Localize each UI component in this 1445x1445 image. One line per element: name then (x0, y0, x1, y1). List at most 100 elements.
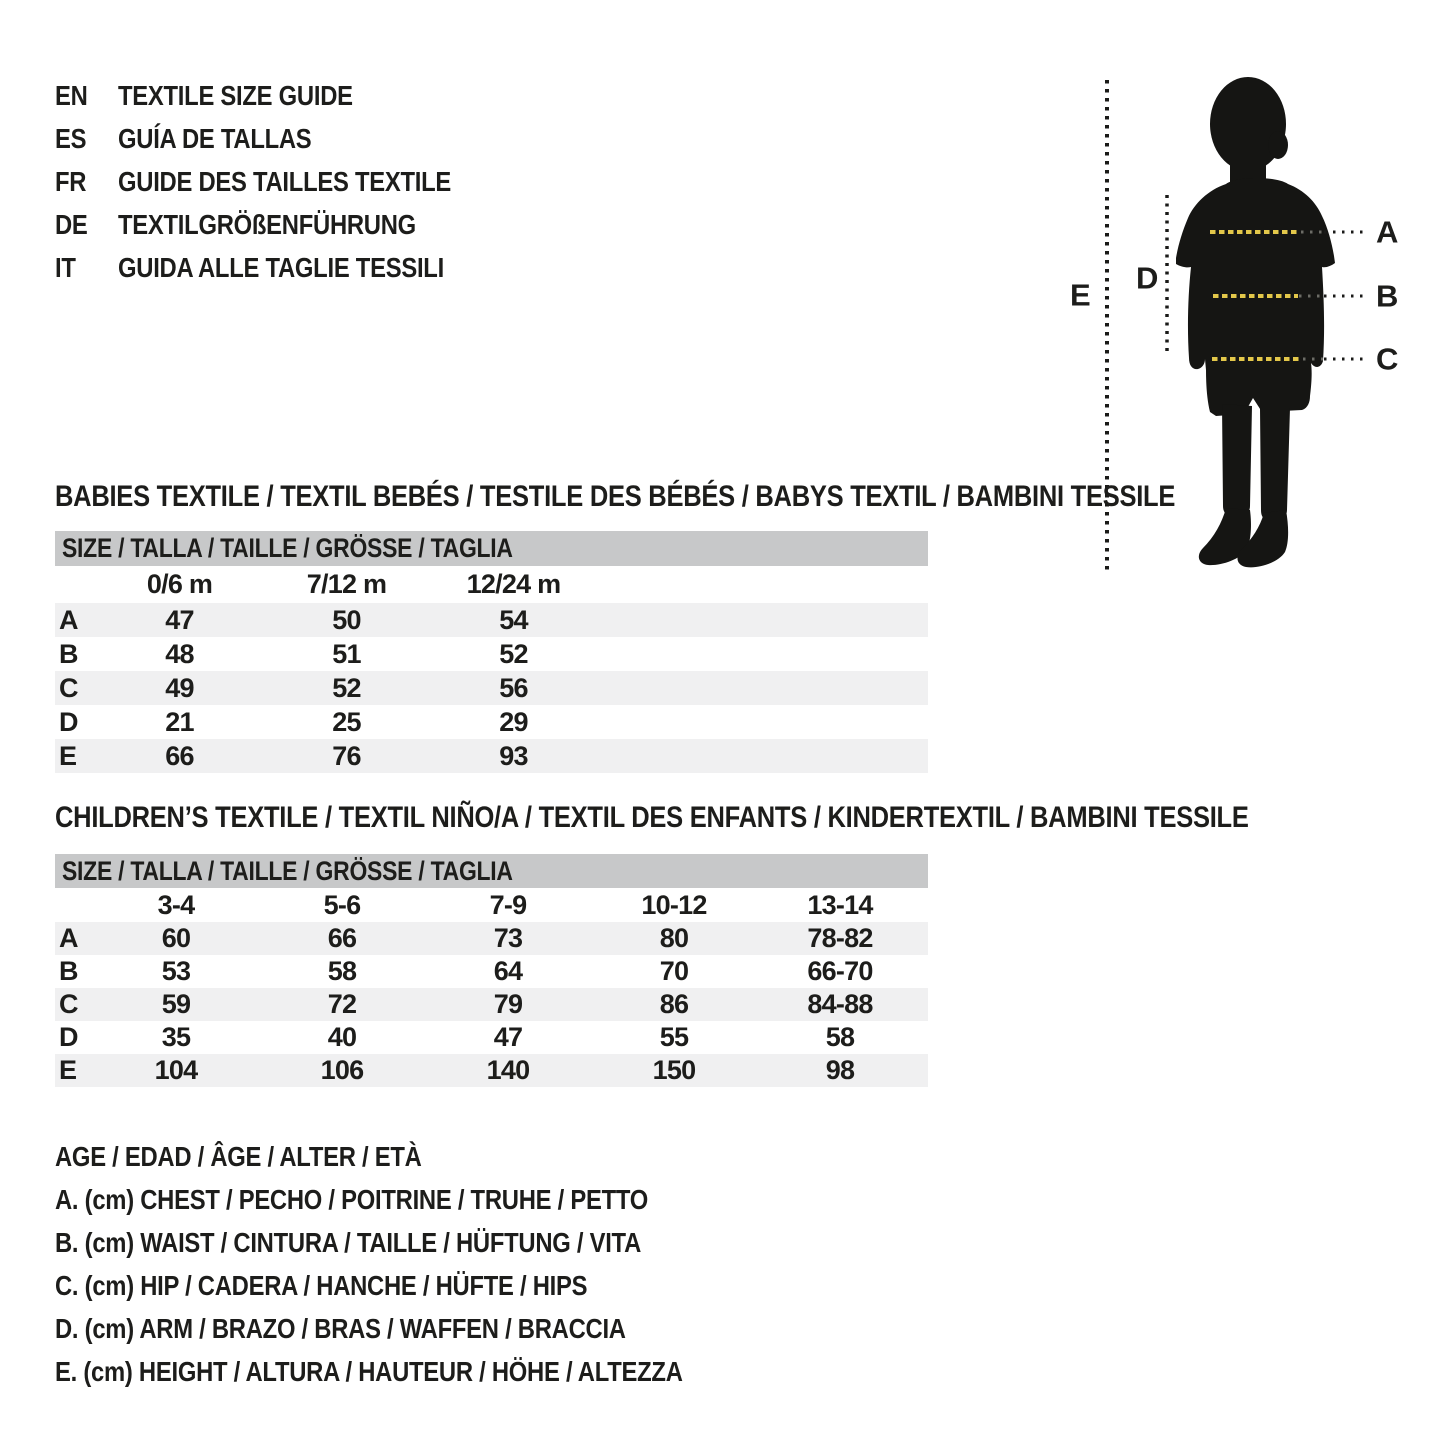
cell: 86 (659, 989, 689, 1019)
figure-label-b: B (1376, 279, 1398, 314)
cell: 54 (499, 604, 528, 635)
children-col-3-4: 3-4 (157, 889, 196, 920)
children-size-table: SIZE / TALLA / TAILLE / GRÖSSE / TAGLIA … (55, 854, 928, 1087)
legend-hip: C. (cm) HIP / CADERA / HANCHE / HÜFTE / … (55, 1271, 681, 1301)
babies-col-12-24m: 12/24 m (466, 569, 562, 599)
children-table-header-bar: SIZE / TALLA / TAILLE / GRÖSSE / TAGLIA (55, 854, 928, 888)
children-table-header-text: SIZE / TALLA / TAILLE / GRÖSSE / TAGLIA (62, 856, 513, 886)
cell: 58 (825, 1022, 855, 1052)
babies-row-a: A 47 50 54 (55, 603, 928, 637)
silhouette-right-shoe (1237, 510, 1289, 568)
row-label: A (59, 604, 79, 635)
silhouette-left-shoe (1198, 508, 1251, 566)
cell: 79 (493, 989, 523, 1019)
legend-waist-text: B. (cm) WAIST / CINTURA / TAILLE / HÜFTU… (55, 1227, 642, 1258)
legend-chest: A. (cm) CHEST / PECHO / POITRINE / TRUHE… (55, 1185, 753, 1215)
cell: 53 (161, 956, 191, 986)
silhouette-head (1210, 77, 1286, 171)
babies-section-title-text: BABIES TEXTILE / TEXTIL BEBÉS / TESTILE … (55, 480, 1176, 513)
cell: 106 (320, 1055, 365, 1085)
row-label: B (59, 956, 79, 986)
cell: 52 (332, 672, 361, 703)
children-col-7-9: 7-9 (489, 889, 528, 920)
cell: 55 (659, 1022, 689, 1052)
legend-arm: D. (cm) ARM / BRAZO / BRAS / WAFFEN / BR… (55, 1314, 726, 1344)
cell: 40 (327, 1022, 357, 1052)
cell: 50 (332, 604, 361, 635)
cell: 72 (327, 989, 357, 1019)
cell: 150 (652, 1055, 697, 1085)
figure-label-a: A (1376, 215, 1398, 250)
figure-label-c: C (1376, 342, 1398, 377)
babies-column-header-row: 0/6 m 7/12 m 12/24 m (55, 566, 928, 603)
cell: 48 (165, 638, 194, 669)
lang-title-en: TEXTILE SIZE GUIDE (118, 80, 353, 111)
babies-table-header-text: SIZE / TALLA / TAILLE / GRÖSSE / TAGLIA (62, 533, 513, 563)
cell: 56 (499, 672, 528, 703)
cell: 47 (493, 1022, 523, 1052)
cell: 104 (154, 1055, 199, 1085)
children-col-5-6: 5-6 (323, 889, 362, 920)
lang-code-fr: FR (55, 166, 87, 197)
legend-age-text: AGE / EDAD / ÂGE / ALTER / ETÀ (55, 1141, 422, 1172)
cell: 70 (659, 956, 689, 986)
cell: 47 (165, 604, 194, 635)
child-silhouette (1176, 77, 1335, 568)
children-row-c: C 59 72 79 86 84-88 (55, 988, 928, 1021)
babies-size-table: SIZE / TALLA / TAILLE / GRÖSSE / TAGLIA … (55, 531, 928, 773)
cell: 80 (659, 923, 689, 953)
children-row-a: A 60 66 73 80 78-82 (55, 922, 928, 955)
children-section-title-text: CHILDREN’S TEXTILE / TEXTIL NIÑO/A / TEX… (55, 801, 1249, 834)
row-label: A (59, 923, 79, 953)
silhouette-left-leg (1222, 404, 1252, 516)
lang-code-de: DE (55, 209, 88, 240)
legend-waist: B. (cm) WAIST / CINTURA / TAILLE / HÜFTU… (55, 1228, 744, 1258)
babies-row-d: D 21 25 29 (55, 705, 928, 739)
cell: 78-82 (807, 923, 873, 953)
babies-row-c: C 49 52 56 (55, 671, 928, 705)
figure-label-e: E (1070, 278, 1091, 313)
children-column-header-row: 3-4 5-6 7-9 10-12 13-14 (55, 888, 928, 922)
children-row-b: B 53 58 64 70 66-70 (55, 955, 928, 988)
cell: 35 (161, 1022, 191, 1052)
row-label: D (59, 1022, 79, 1052)
row-label: B (59, 638, 79, 669)
cell: 58 (327, 956, 357, 986)
lang-title-es: GUÍA DE TALLAS (118, 123, 312, 154)
cell: 51 (332, 638, 361, 669)
children-row-d: D 35 40 47 55 58 (55, 1021, 928, 1054)
measurement-figure: A B C D E (1070, 77, 1398, 572)
babies-row-e: E 66 76 93 (55, 739, 928, 773)
cell: 66-70 (807, 956, 873, 986)
children-section-title: CHILDREN’S TEXTILE / TEXTIL NIÑO/A / TEX… (55, 802, 1445, 834)
children-col-13-14: 13-14 (807, 889, 873, 920)
cell: 140 (486, 1055, 531, 1085)
row-label: C (59, 989, 79, 1019)
children-col-10-12: 10-12 (641, 889, 707, 920)
row-label: D (59, 706, 79, 737)
cell: 49 (165, 672, 194, 703)
babies-row-b: B 48 51 52 (55, 637, 928, 671)
cell: 93 (499, 740, 528, 771)
cell: 29 (499, 706, 528, 737)
cell: 76 (332, 740, 361, 771)
silhouette-right-leg (1260, 408, 1290, 520)
figure-label-d: D (1136, 261, 1158, 296)
lang-title-fr: GUIDE DES TAILLES TEXTILE (118, 166, 452, 197)
cell: 25 (332, 706, 361, 737)
row-label: C (59, 672, 79, 703)
cell: 98 (825, 1055, 855, 1085)
silhouette-ear (1268, 131, 1288, 159)
row-label: E (59, 1055, 77, 1085)
legend-chest-text: A. (cm) CHEST / PECHO / POITRINE / TRUHE… (55, 1184, 648, 1215)
legend-height-text: E. (cm) HEIGHT / ALTURA / HAUTEUR / HÖHE… (55, 1356, 683, 1387)
legend-hip-text: C. (cm) HIP / CADERA / HANCHE / HÜFTE / … (55, 1270, 588, 1301)
lang-code-en: EN (55, 80, 88, 111)
legend-age: AGE / EDAD / ÂGE / ALTER / ETÀ (55, 1142, 486, 1172)
babies-col-7-12m: 7/12 m (306, 569, 387, 599)
lang-code-it: IT (55, 252, 76, 283)
babies-section-title: BABIES TEXTILE / TEXTIL BEBÉS / TESTILE … (55, 481, 1373, 513)
children-row-e: E 104 106 140 150 98 (55, 1054, 928, 1087)
babies-table-header-bar: SIZE / TALLA / TAILLE / GRÖSSE / TAGLIA (55, 531, 928, 566)
